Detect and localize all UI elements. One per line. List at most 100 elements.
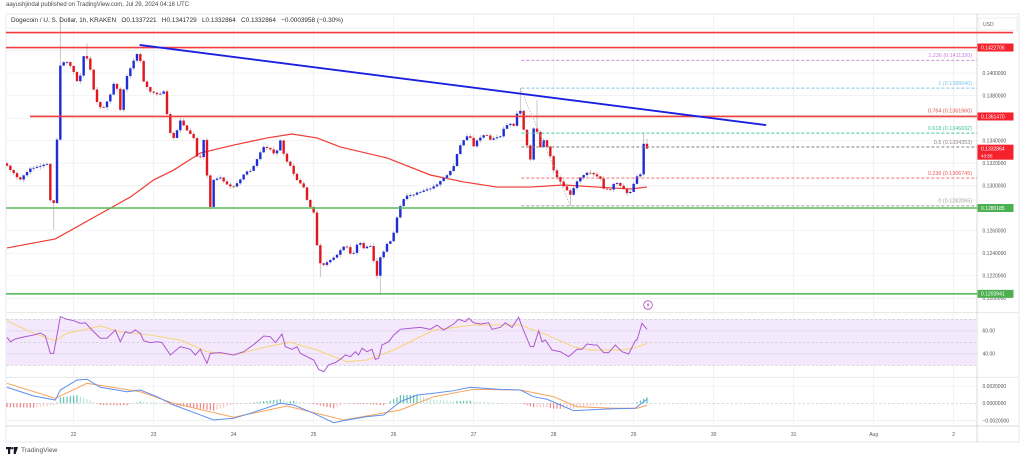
bar-countdown-text: 43:55: [981, 153, 993, 158]
fib-label-0: 0 (0.1282065): [938, 199, 972, 205]
candle-down: [229, 184, 232, 187]
candle-down: [315, 212, 319, 246]
price-badge: [977, 43, 1014, 52]
time-axis-label: 2: [952, 432, 955, 438]
candle-down: [309, 199, 312, 208]
macd-histogram-bar: [36, 403, 38, 408]
candle-down: [512, 123, 515, 126]
candle-up: [532, 128, 535, 160]
macd-histogram-bar: [473, 401, 475, 404]
ohlc-open: O0.1337221: [121, 17, 157, 24]
macd-histogram-bar: [263, 401, 265, 404]
candle-up: [585, 172, 589, 176]
candle-down: [232, 186, 235, 188]
macd-histogram-bar: [373, 403, 375, 405]
macd-histogram-bar: [569, 403, 571, 409]
price-axis-label: 0.1220000: [983, 274, 1007, 280]
macd-histogram-bar: [219, 403, 221, 409]
macd-histogram-bar: [539, 403, 541, 408]
candle-up: [629, 191, 632, 194]
macd-histogram-bar: [413, 394, 415, 404]
candle-up: [125, 76, 129, 90]
macd-histogram-bar: [196, 403, 198, 409]
moving-average-line: [6, 133, 648, 249]
price-change: −0.0003958 (−0.30%): [281, 17, 343, 24]
candle-down: [9, 165, 12, 171]
macd-histogram-bar: [379, 403, 381, 406]
macd-histogram-bar: [89, 400, 91, 404]
macd-histogram-bar: [339, 403, 341, 406]
macd-pane: [6, 378, 648, 424]
candle-up: [502, 128, 505, 137]
candle-down: [619, 182, 622, 186]
macd-histogram-bar: [59, 397, 61, 404]
candle-up: [112, 83, 115, 95]
candle-up: [425, 189, 429, 191]
candle-up: [435, 184, 439, 187]
moving-average: [6, 133, 648, 249]
macd-histogram-bar: [46, 403, 48, 407]
time-axis-label: 27: [471, 432, 477, 438]
candle-down: [622, 185, 625, 189]
fib-label-0.618: 0.618 (0.1346692): [928, 126, 972, 132]
candle-up: [132, 60, 135, 69]
macd-histogram-bar: [299, 401, 301, 404]
candle-down: [595, 174, 599, 177]
candle-down: [559, 177, 562, 182]
time-axis-label: 24: [231, 432, 237, 438]
candle-down: [265, 147, 269, 148]
macd-histogram-bar: [549, 403, 551, 408]
price-axis-label: 0.1300000: [983, 183, 1007, 189]
candle-up: [492, 138, 495, 140]
macd-histogram-bar: [463, 400, 465, 404]
macd-histogram-bar: [469, 400, 471, 404]
candle-up: [442, 177, 445, 182]
macd-histogram-bar: [253, 402, 255, 404]
macd-histogram-bar: [589, 403, 591, 406]
macd-histogram-bar: [586, 403, 588, 407]
candle-down: [599, 176, 602, 179]
candle-up: [612, 183, 615, 190]
ohlc-low: L0.1332864: [202, 17, 236, 24]
time-axis-label: 22: [71, 432, 77, 438]
candle-up: [459, 145, 462, 154]
candle-up: [179, 120, 182, 131]
macd-histogram-bar: [419, 395, 421, 404]
macd-histogram-bar: [556, 403, 558, 409]
candle-up: [42, 164, 45, 167]
time-axis-label: 23: [151, 432, 157, 438]
candle-up: [635, 176, 639, 184]
macd-histogram-bar: [99, 403, 101, 406]
macd-histogram-bar: [526, 403, 528, 406]
candle-up: [639, 174, 642, 177]
macd-histogram-bar: [123, 403, 125, 406]
candle-down: [592, 172, 595, 175]
macd-histogram-bar: [323, 403, 325, 407]
macd-histogram-bar: [353, 403, 355, 404]
price-badge-text: 0.1332864: [981, 146, 1005, 152]
candle-up: [352, 252, 355, 254]
candle-up: [39, 166, 42, 167]
macd-histogram-bar: [189, 403, 191, 408]
macd-histogram-bar: [229, 403, 231, 406]
macd-histogram-bar: [416, 394, 418, 404]
candle-up: [379, 257, 382, 276]
candle-up: [279, 140, 282, 151]
macd-histogram-bar: [113, 403, 115, 406]
candle-down: [322, 263, 325, 265]
macd-histogram-bar: [646, 397, 648, 404]
candle-down: [99, 101, 102, 108]
macd-histogram-bar: [183, 403, 185, 407]
macd-histogram-bar: [223, 403, 225, 408]
candle-up: [25, 172, 29, 176]
candle-up: [239, 179, 242, 184]
macd-histogram-bar: [66, 396, 68, 404]
macd-histogram-bar: [153, 402, 155, 404]
macd-histogram-bar: [356, 403, 358, 404]
time-axis-label: 28: [551, 432, 557, 438]
price-axis-label: 0.1400000: [983, 71, 1007, 77]
candle-up: [45, 163, 49, 165]
candle-up: [329, 259, 332, 263]
fib-label-0.5: 0.5 (0.1334353): [934, 140, 972, 146]
